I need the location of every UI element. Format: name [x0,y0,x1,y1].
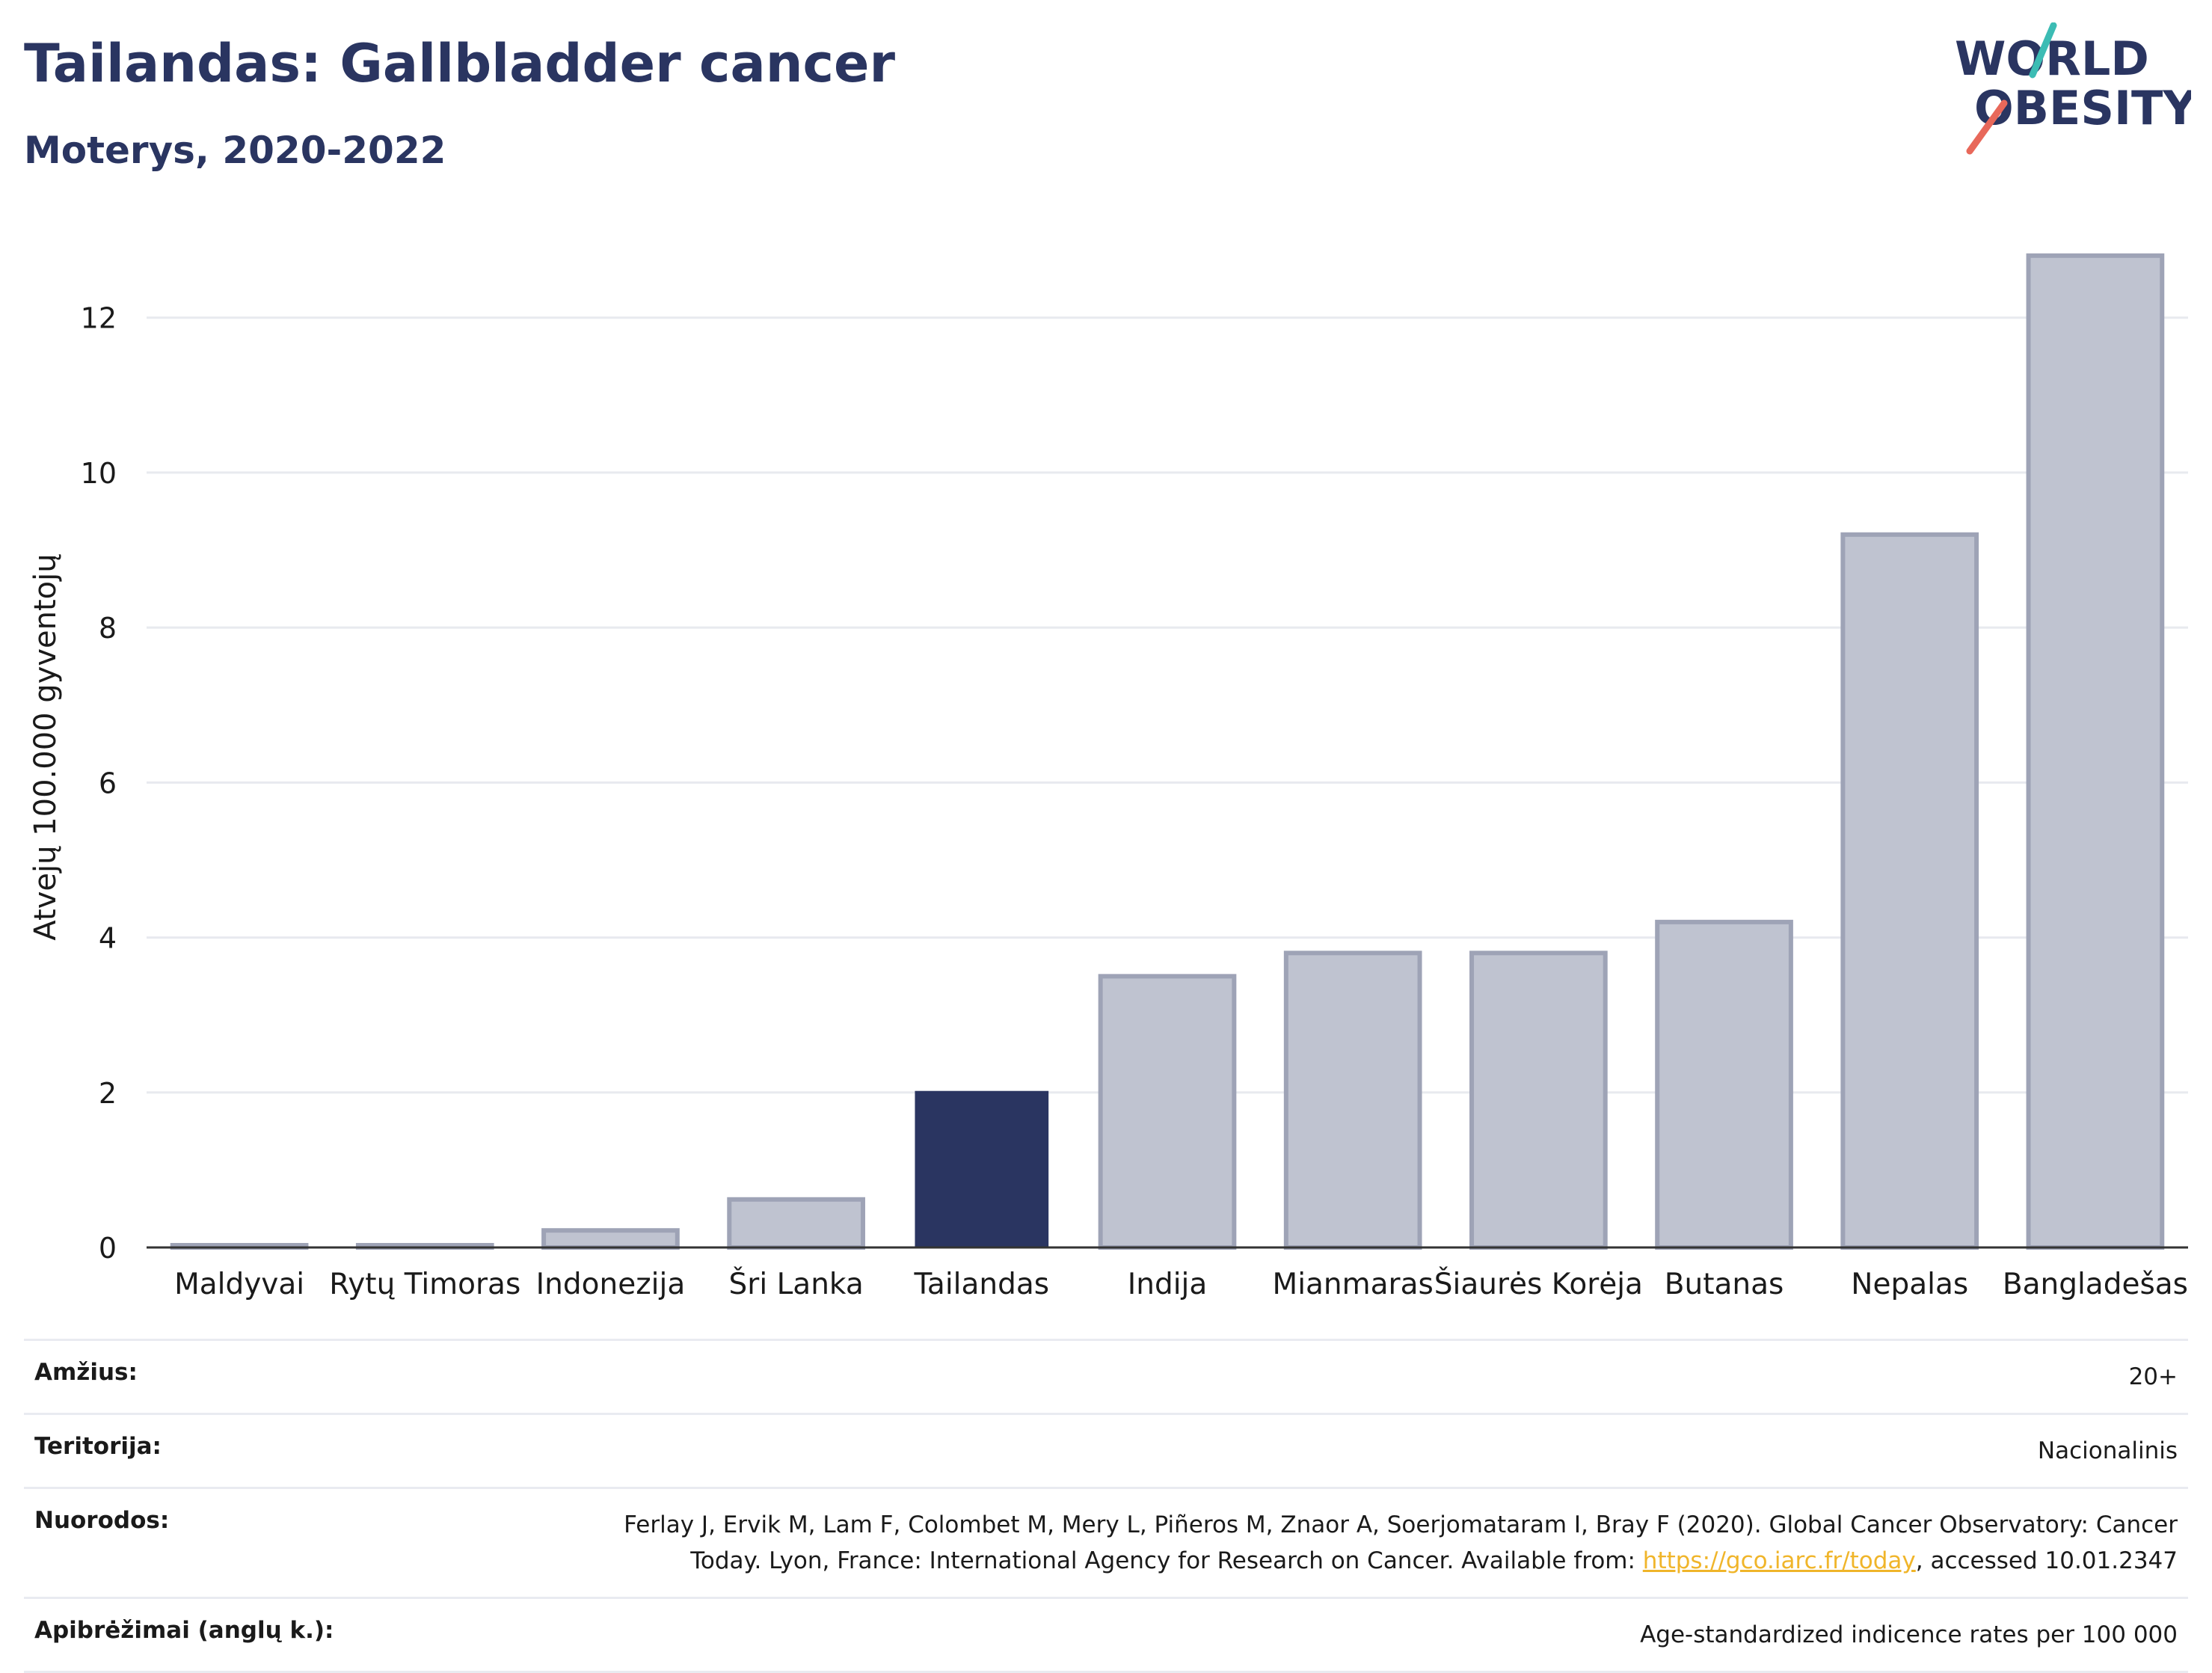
x-tick-label: Mianmaras [1273,1268,1434,1301]
y-tick-label: 6 [99,767,117,799]
references-link[interactable]: https://gco.iarc.fr/today [1642,1547,1916,1574]
y-tick-label: 10 [81,457,117,490]
chart-footer: Amžius: 20+ Teritorija: Nacionalinis Nuo… [24,1339,2188,1673]
page-subtitle: Moterys, 2020-2022 [24,129,446,172]
footer-row-age: Amžius: 20+ [24,1339,2188,1413]
x-tick-label: Rytų Timoras [329,1268,520,1301]
definitions-value: Age-standardized indicence rates per 100… [1640,1621,2178,1648]
bar [2026,253,2165,1250]
references-value: Ferlay J, Ervik M, Lam F, Colombet M, Me… [592,1507,2178,1579]
footer-row-references: Nuorodos: Ferlay J, Ervik M, Lam F, Colo… [24,1487,2188,1597]
bar [727,1197,865,1250]
x-tick-label: Bangladešas [2003,1268,2188,1301]
age-label: Amžius: [34,1359,138,1386]
y-tick-label: 2 [99,1077,117,1110]
x-tick-label: Butanas [1665,1268,1784,1301]
y-axis-title: Atvejų 100.000 gyventojų [28,553,63,940]
svg-text:WORLD: WORLD [1955,31,2149,86]
bar [1469,951,1608,1250]
y-tick-label: 0 [99,1232,117,1265]
territory-value: Nacionalinis [2037,1437,2178,1464]
x-tick-label: Indija [1128,1268,1208,1301]
references-accessed: , accessed 10.01.2347 [1915,1547,2178,1574]
bar [541,1228,680,1250]
world-obesity-logo: WORLD OBESITY [1955,22,2191,155]
svg-text:OBESITY: OBESITY [1974,81,2191,135]
x-tick-label: Tailandas [914,1268,1050,1301]
bar [1840,532,1979,1250]
page-title: Tailandas: Gallbladder cancer [24,33,896,94]
y-tick-label: 12 [81,302,117,335]
bar [1655,919,1793,1250]
bar [1098,974,1237,1250]
x-tick-label: Nepalas [1851,1268,1968,1301]
age-value: 20+ [2128,1363,2178,1390]
definitions-label: Apibrėžimai (anglų k.): [34,1617,334,1644]
x-tick-label: Šri Lanka [729,1266,864,1301]
footer-row-definitions: Apibrėžimai (anglų k.): Age-standardized… [24,1597,2188,1673]
references-text: Ferlay J, Ervik M, Lam F, Colombet M, Me… [624,1511,2178,1574]
bar-chart: 0 2 4 6 8 10 12 Atvejų 100.000 gyventojų Maldyva… [28,253,2188,1301]
x-tick-label: Maldyvai [174,1268,304,1301]
x-tick-label: Šiaurės Korėja [1434,1266,1643,1301]
references-label: Nuorodos: [34,1507,170,1534]
y-tick-label: 4 [99,922,117,955]
territory-label: Teritorija: [34,1433,162,1460]
x-tick-label: Indonezija [536,1268,686,1301]
bar [1283,951,1422,1250]
y-tick-label: 8 [99,612,117,645]
bar-highlight [915,1090,1049,1247]
footer-row-territory: Teritorija: Nacionalinis [24,1413,2188,1487]
